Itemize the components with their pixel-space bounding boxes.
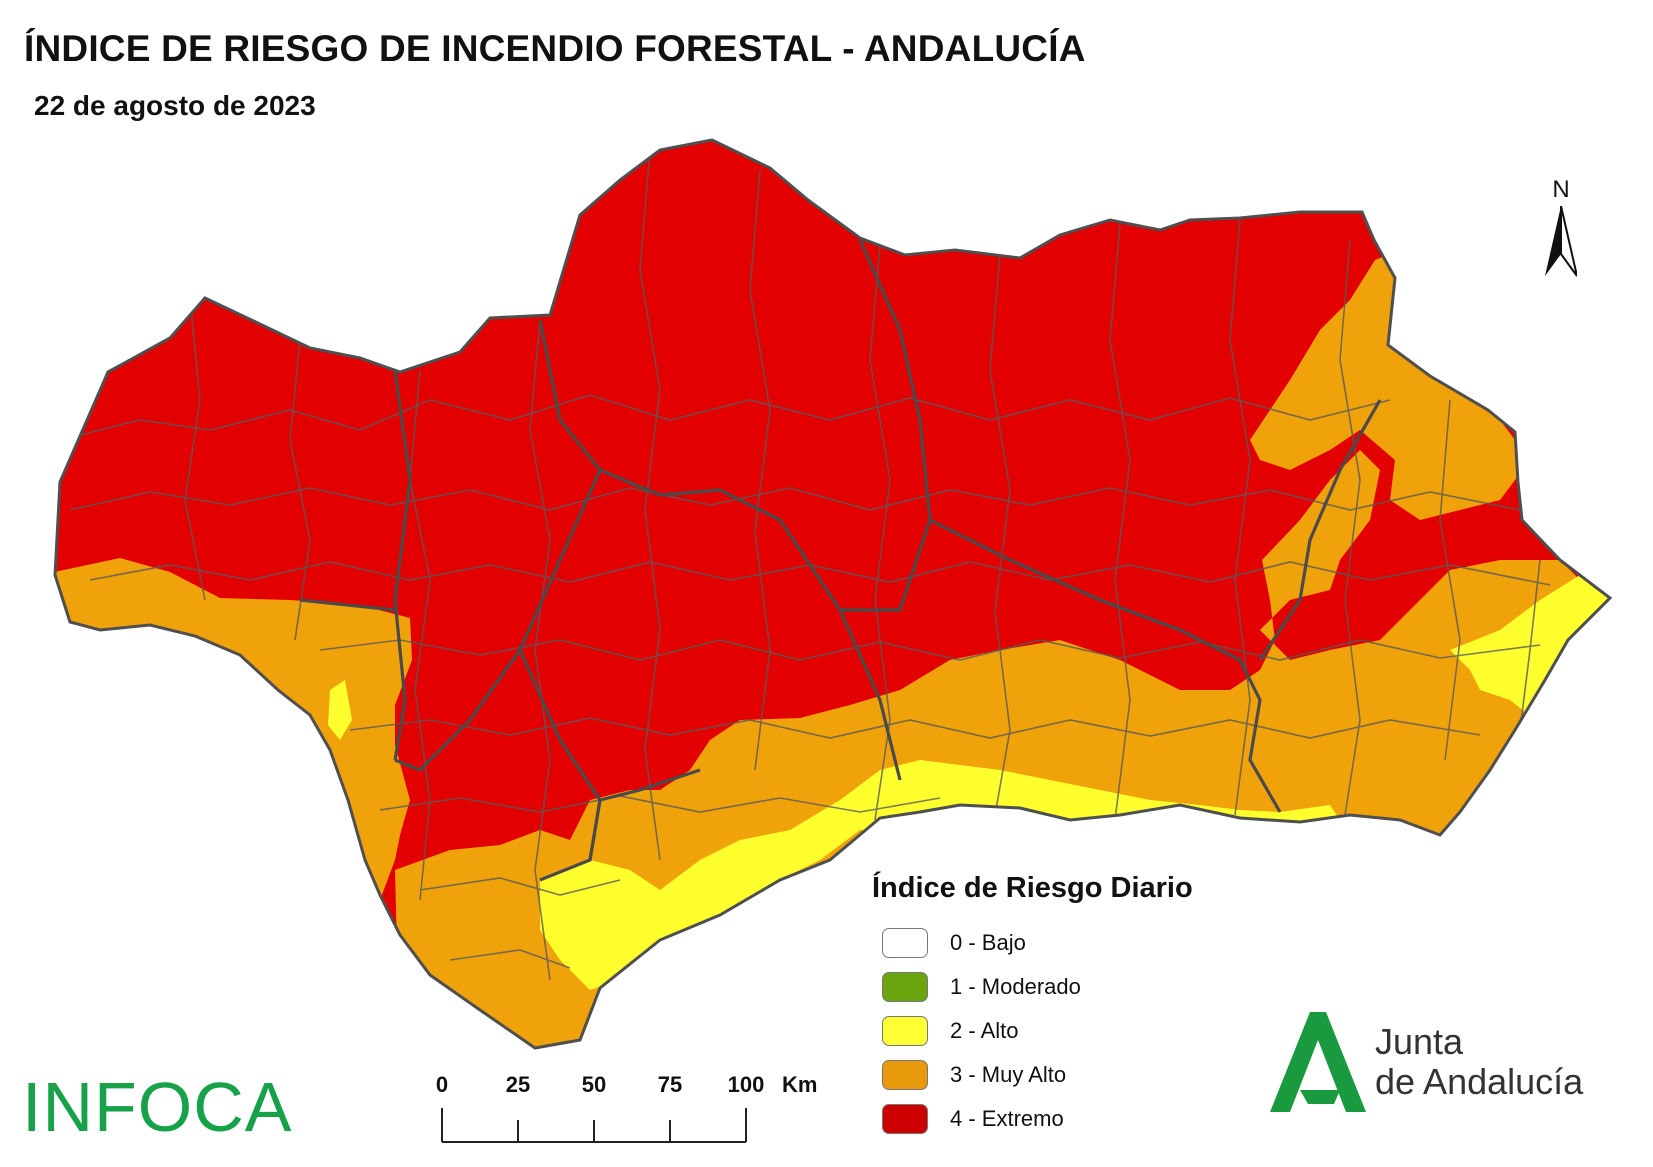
legend-title: Índice de Riesgo Diario: [872, 872, 1193, 904]
north-arrow: N: [1535, 176, 1587, 284]
scale-unit: Km: [782, 1072, 818, 1097]
scale-bar: 0 25 50 75 100 Km: [430, 1072, 830, 1152]
legend-item-bajo: 0 - Bajo: [872, 921, 1292, 965]
infoca-logo: INFOCA: [22, 1068, 293, 1146]
junta-line2: de Andalucía: [1375, 1061, 1584, 1103]
map-date: 22 de agosto de 2023: [34, 90, 316, 121]
legend-label-alto: 2 - Alto: [950, 1018, 1019, 1043]
legend-swatch-bajo: [882, 928, 928, 958]
legend: Índice de Riesgo Diario 0 - Bajo 1 - Mod…: [872, 872, 1292, 1141]
map-title: ÍNDICE DE RIESGO DE INCENDIO FORESTAL - …: [24, 28, 1086, 69]
zone-alto-almeria: [1450, 575, 1610, 720]
legend-item-alto: 2 - Alto: [872, 1009, 1292, 1053]
legend-label-muy-alto: 3 - Muy Alto: [950, 1062, 1067, 1087]
legend-swatch-alto: [882, 1016, 928, 1046]
zone-muy-alto-northeast: [1250, 250, 1530, 520]
legend-label-extremo: 4 - Extremo: [950, 1106, 1064, 1131]
north-label: N: [1552, 176, 1570, 203]
legend-label-moderado: 1 - Moderado: [950, 974, 1081, 999]
zone-alto-huelva-inlet: [328, 680, 352, 740]
scale-tick-75: 75: [657, 1072, 683, 1097]
region-outline: [53, 138, 1613, 1050]
legend-swatch-moderado: [882, 972, 928, 1002]
scale-tick-0: 0: [435, 1072, 449, 1097]
legend-swatch-extremo: [882, 1104, 928, 1134]
legend-item-extremo: 4 - Extremo: [872, 1097, 1292, 1141]
scale-ruler: [441, 1108, 747, 1143]
scale-tick-50: 50: [581, 1072, 607, 1097]
scale-tick-100: 100: [727, 1072, 765, 1097]
junta-a-mark-icon: [1270, 1012, 1366, 1112]
junta-de-andalucia-logo: Junta de Andalucía: [1270, 1012, 1630, 1122]
legend-item-moderado: 1 - Moderado: [872, 965, 1292, 1009]
junta-wordmark: Junta de Andalucía: [1375, 1021, 1584, 1103]
legend-label-bajo: 0 - Bajo: [950, 930, 1026, 955]
scale-tick-25: 25: [505, 1072, 531, 1097]
junta-line1: Junta: [1375, 1021, 1464, 1062]
north-arrow-icon: [1545, 206, 1577, 277]
province-boundaries: [299, 239, 1382, 882]
legend-item-muy-alto: 3 - Muy Alto: [872, 1053, 1292, 1097]
legend-swatch-muy-alto: [882, 1060, 928, 1090]
